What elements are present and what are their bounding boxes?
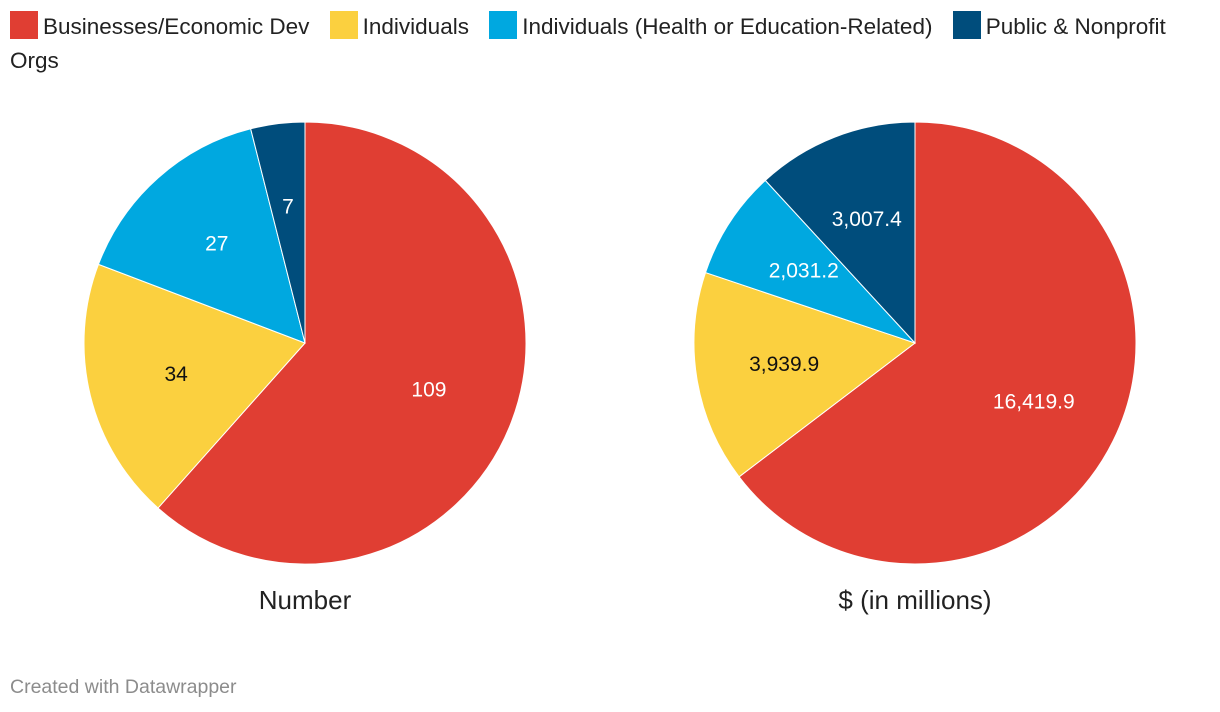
pie-slice: [97, 128, 306, 344]
slice-label: 34: [165, 363, 189, 386]
legend-item-individuals: Individuals: [329, 11, 469, 39]
legend-item-individuals-health-education: Individuals (Health or Education-Related…: [489, 11, 933, 39]
chart-title: $ (in millions): [838, 585, 991, 615]
legend-label: Public & Nonprofit Orgs: [10, 14, 1166, 73]
slice-label: 27: [205, 232, 228, 255]
slice-label: 7: [282, 196, 294, 219]
pie-slice: [704, 179, 916, 344]
legend-label: Individuals: [362, 14, 469, 39]
legend-swatch: [329, 11, 358, 39]
legend-swatch: [952, 11, 981, 39]
slice-label: 109: [411, 379, 446, 402]
legend-swatch: [10, 11, 38, 39]
legend: Businesses/Economic Dev Individuals Indi…: [10, 10, 1205, 78]
pie-slice: [764, 121, 916, 345]
pie-slice: [738, 121, 1137, 565]
legend-item-businesses: Businesses/Economic Dev: [10, 11, 310, 39]
slice-label: 3,007.4: [832, 208, 902, 231]
legend-item-public-nonprofit: Public & Nonprofit Orgs: [10, 11, 1166, 73]
legend-swatch: [489, 11, 518, 39]
pie-slice: [157, 121, 527, 565]
slice-label: 2,031.2: [769, 259, 839, 282]
pie-chart-1: 109 34 27 7 Number: [83, 121, 527, 615]
pie-slice: [250, 121, 306, 344]
pie-slice: [83, 263, 306, 509]
chart-title: Number: [259, 585, 352, 615]
pie-slice: [693, 271, 917, 478]
datawrapper-credit: Created with Datawrapper: [10, 676, 237, 698]
legend-label: Individuals (Health or Education-Related…: [522, 14, 933, 39]
slice-label: 16,419.9: [993, 390, 1075, 413]
pie-chart-2: 16,419.9 3,939.9 2,031.2 3,007.4 $ (in milli…: [693, 121, 1137, 615]
slice-label: 3,939.9: [749, 353, 819, 376]
legend-label: Businesses/Economic Dev: [43, 14, 310, 39]
